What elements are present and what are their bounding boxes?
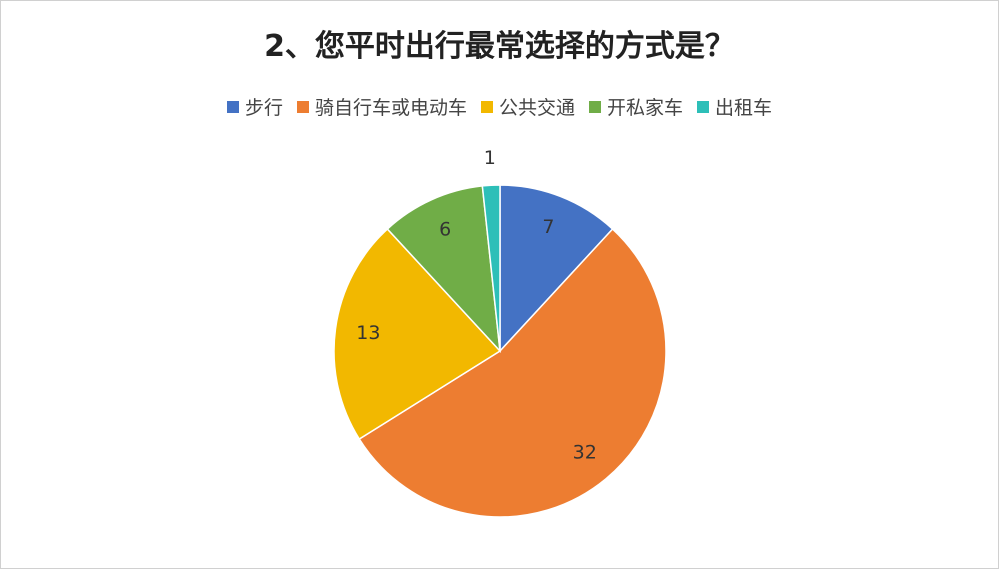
legend-marker bbox=[296, 100, 309, 113]
data-label: 32 bbox=[573, 442, 597, 464]
legend-label: 开私家车 bbox=[607, 97, 684, 119]
pie-slice bbox=[333, 227, 502, 441]
pie-slice bbox=[499, 184, 614, 353]
legend-marker bbox=[226, 100, 239, 113]
legend-label: 骑自行车或电动车 bbox=[314, 97, 467, 119]
legend-label: 步行 bbox=[244, 97, 283, 119]
pie-slice bbox=[358, 227, 667, 518]
legend-item: 开私家车 bbox=[589, 93, 683, 120]
legend-label: 公共交通 bbox=[498, 97, 575, 119]
legend-item: 出租车 bbox=[697, 93, 772, 120]
legend-item: 步行 bbox=[226, 93, 283, 120]
chart-title: 2、您平时出行最常选择的方式是？ bbox=[264, 29, 735, 64]
legend-marker bbox=[480, 100, 493, 113]
legend-item: 骑自行车或电动车 bbox=[296, 93, 467, 120]
data-label: 7 bbox=[542, 216, 554, 238]
legend-item: 公共交通 bbox=[480, 93, 575, 120]
data-label: 13 bbox=[356, 322, 380, 344]
pie-slice bbox=[481, 184, 501, 352]
legend: 步行 骑自行车或电动车 公共交通 开私家车 出租车 bbox=[1, 93, 998, 120]
pie-slice bbox=[386, 185, 501, 354]
legend-marker bbox=[697, 100, 710, 113]
legend-label: 出租车 bbox=[715, 97, 773, 119]
data-label: 1 bbox=[484, 147, 496, 169]
legend-marker bbox=[589, 100, 601, 113]
data-label: 6 bbox=[439, 219, 451, 241]
